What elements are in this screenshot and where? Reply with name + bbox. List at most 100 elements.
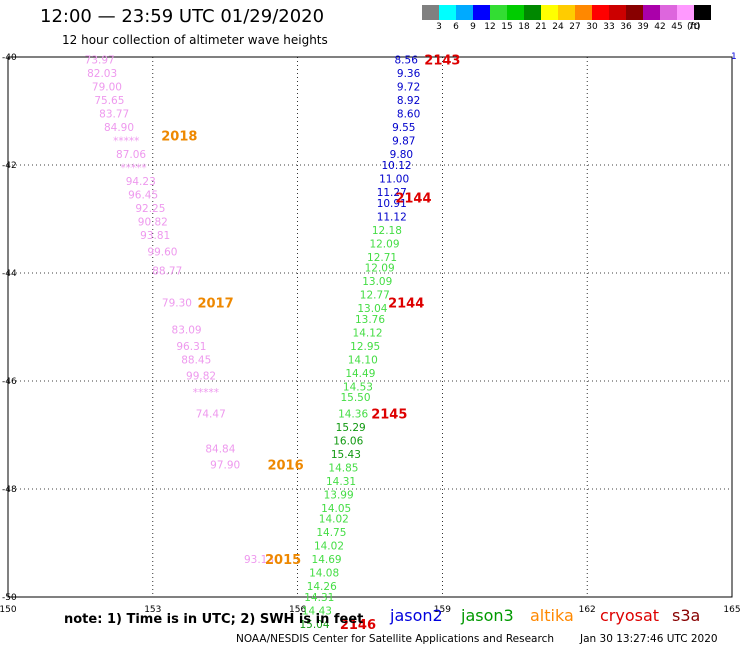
- page-title: 12:00 — 23:59 UTC 01/29/2020: [40, 6, 325, 27]
- wave-height-reading: 97.90: [210, 460, 240, 472]
- colorbar-label: 27: [569, 22, 581, 32]
- wave-height-reading: 14.05: [321, 503, 351, 515]
- pass-number-label: 2143: [424, 54, 460, 69]
- pass-number-label: 2016: [267, 459, 303, 474]
- corner-right-label: 1: [731, 52, 737, 62]
- wave-height-reading: 96.45: [128, 190, 158, 202]
- wave-height-reading: 14.36: [338, 408, 368, 420]
- colorbar-label: 45: [671, 22, 683, 32]
- wave-height-reading: 12.95: [350, 341, 380, 353]
- pass-number-label: 2145: [371, 407, 407, 422]
- wave-height-reading: 84.90: [104, 122, 134, 134]
- colorbar-label: 18: [518, 22, 530, 32]
- wave-height-reading: *****: [193, 387, 219, 399]
- colorbar-label: 33: [603, 22, 615, 32]
- colorbar-swatch: [524, 5, 541, 20]
- colorbar-label: 9: [470, 22, 476, 32]
- latitude-tick-label: -44: [2, 269, 17, 279]
- wave-height-reading: 11.27: [377, 187, 407, 199]
- satellite-legend-entry: altika: [530, 606, 574, 625]
- wave-height-reading: 16.06: [333, 435, 363, 447]
- latitude-tick-label: -42: [2, 161, 17, 171]
- colorbar-label: 70: [688, 22, 700, 32]
- satellite-legend-entry: jason2: [390, 606, 443, 625]
- colorbar-label: 30: [586, 22, 598, 32]
- wave-height-reading: 79.30: [162, 298, 192, 310]
- pass-number-label: 2146: [340, 618, 376, 633]
- longitude-tick-label: 156: [289, 605, 306, 615]
- wave-height-reading: 14.43: [302, 606, 332, 618]
- colorbar-swatch: [541, 5, 558, 20]
- wave-height-reading: 13.76: [355, 314, 385, 326]
- colorbar-label: 39: [637, 22, 649, 32]
- pass-number-label: 2018: [161, 129, 197, 144]
- colorbar-swatch: [507, 5, 524, 20]
- satellite-legend-entry: jason3: [461, 606, 514, 625]
- wave-height-reading: 15.04: [299, 619, 329, 631]
- wave-height-reading: 14.02: [314, 541, 344, 553]
- wave-height-reading: 14.10: [348, 354, 378, 366]
- wave-height-reading: 13.99: [324, 489, 354, 501]
- colorbar-swatch: [456, 5, 473, 20]
- wave-height-reading: 94.23: [126, 176, 156, 188]
- colorbar-swatch: [575, 5, 592, 20]
- wave-height-reading: 8.92: [397, 95, 420, 107]
- wave-height-reading: 14.53: [343, 381, 373, 393]
- wave-height-reading: 99.60: [147, 246, 177, 258]
- wave-height-reading: 14.49: [345, 368, 375, 380]
- wave-height-reading: 10.12: [382, 160, 412, 172]
- wave-height-reading: 14.02: [319, 514, 349, 526]
- wave-height-reading: 9.55: [392, 122, 415, 134]
- wave-height-reading: 13.09: [362, 276, 392, 288]
- wave-height-reading: 14.26: [307, 581, 337, 593]
- wave-height-reading: 92.25: [135, 203, 165, 215]
- wave-height-reading: 12.09: [365, 263, 395, 275]
- colorbar-swatch: [422, 5, 439, 20]
- colorbar-swatch: [660, 5, 677, 20]
- wave-height-reading: 9.36: [397, 68, 421, 80]
- satellite-legend-entry: s3a: [672, 606, 701, 625]
- pass-number-label: 2015: [265, 553, 301, 568]
- wave-height-reading: 83.09: [172, 325, 202, 337]
- colorbar-swatch: [609, 5, 626, 20]
- colorbar-label: 21: [535, 22, 547, 32]
- colorbar-swatch: [626, 5, 643, 20]
- wave-height-reading: 14.85: [328, 462, 358, 474]
- longitude-tick-label: 162: [579, 605, 596, 615]
- colorbar-label: 42: [654, 22, 666, 32]
- pass-number-label: 2144: [388, 297, 424, 312]
- colorbar-swatch: [473, 5, 490, 20]
- colorbar-swatch: [694, 5, 711, 20]
- pass-number-label: 2017: [197, 297, 233, 312]
- pass-number-label: 2144: [395, 191, 431, 206]
- satellite-legend-entry: cryosat: [600, 606, 660, 625]
- wave-height-reading: 14.12: [353, 327, 383, 339]
- wave-height-reading: 93.81: [140, 230, 170, 242]
- colorbar-unit: (ft): [687, 22, 701, 32]
- colorbar-swatch: [677, 5, 694, 20]
- wave-height-reading: 14.31: [326, 476, 356, 488]
- longitude-tick-label: 165: [723, 605, 740, 615]
- latitude-tick-label: -48: [2, 485, 17, 495]
- colorbar-label: 12: [484, 22, 496, 32]
- wave-height-reading: 14.75: [316, 527, 346, 539]
- wave-height-reading: 96.31: [176, 341, 206, 353]
- wave-height-reading: 12.18: [372, 225, 402, 237]
- wave-height-reading: 74.47: [196, 408, 226, 420]
- wave-height-reading: 15.43: [331, 449, 361, 461]
- wave-height-reading: 90.82: [138, 217, 168, 229]
- wave-height-reading: 10.91: [377, 198, 407, 210]
- wave-height-reading: 15.29: [336, 422, 366, 434]
- wave-height-reading: 14.31: [304, 592, 334, 604]
- wave-height-reading: 12.77: [360, 290, 390, 302]
- wave-height-reading: *****: [120, 163, 146, 175]
- colorbar-label: 3: [436, 22, 442, 32]
- colorbar-swatch: [558, 5, 575, 20]
- wave-height-reading: 12.09: [369, 238, 399, 250]
- wave-height-reading: 15.50: [340, 392, 370, 404]
- latitude-tick-label: -50: [2, 593, 17, 603]
- wave-height-reading: 13.04: [357, 303, 387, 315]
- wave-height-reading: 9.87: [392, 136, 415, 148]
- latitude-tick-label: -40: [2, 53, 17, 63]
